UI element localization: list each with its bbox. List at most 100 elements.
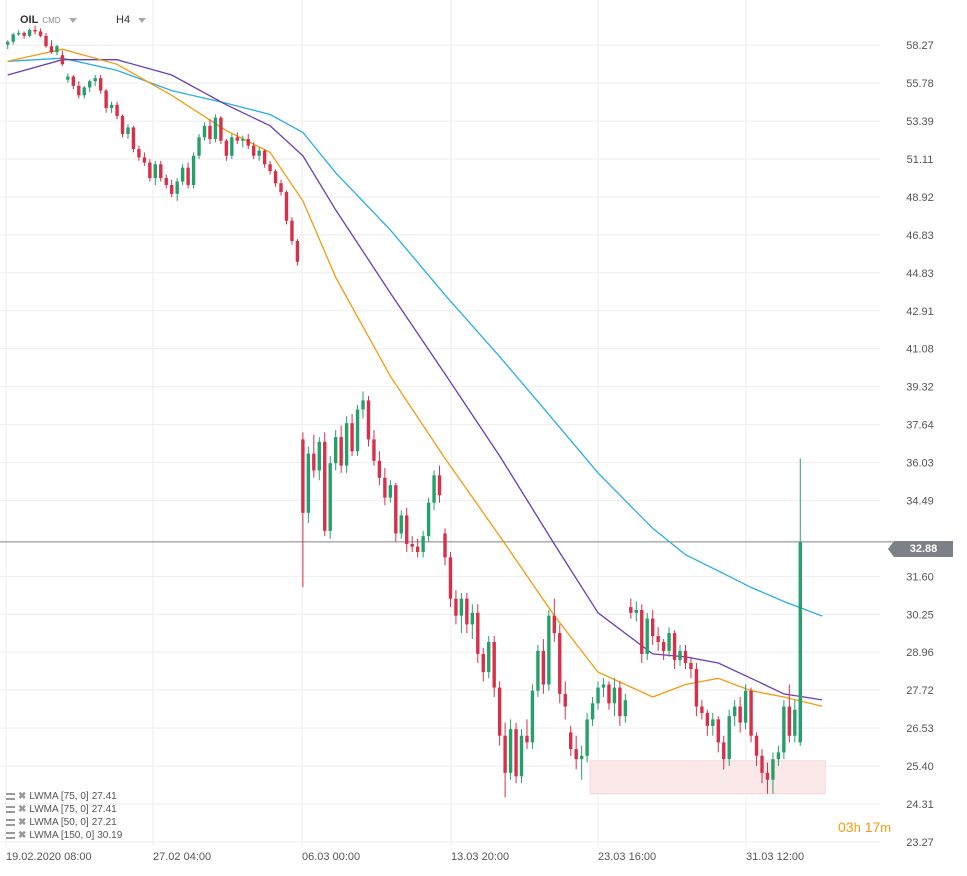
timeframe-label: H4 — [116, 14, 131, 26]
candle-body — [711, 719, 715, 726]
candle-body — [38, 31, 43, 36]
candle-body — [33, 29, 37, 32]
candle-body — [716, 719, 720, 743]
x-tick-label: 31.03 12:00 — [746, 851, 804, 863]
y-tick-label: 37.64 — [906, 420, 934, 432]
x-tick-label: 06.03 00:00 — [302, 851, 360, 863]
candle-body — [661, 641, 666, 651]
indicator-legend: ✖ LWMA [75, 0] 27.41 ✖ LWMA [75, 0] 27.41 … — [6, 790, 122, 842]
close-icon[interactable]: ✖ — [18, 817, 27, 828]
candle-body — [650, 618, 655, 637]
candle-body — [306, 453, 311, 513]
legend-item[interactable]: ✖ LWMA [150, 0] 30.19 — [6, 829, 122, 842]
candle-body — [186, 167, 190, 186]
candle-body — [722, 742, 726, 760]
candle-body — [372, 439, 376, 461]
candle-body — [339, 437, 343, 466]
candle-body — [634, 609, 638, 613]
candle-body — [16, 32, 21, 35]
candle-body — [514, 729, 518, 777]
countdown-minutes: 17 — [864, 819, 881, 835]
candle-body — [66, 76, 70, 80]
candle-body — [421, 536, 425, 552]
y-tick-label: 53.39 — [906, 116, 934, 128]
candle-body — [273, 171, 278, 184]
legend-value: 30.19 — [97, 830, 123, 841]
candle-body — [672, 633, 677, 660]
y-tick-label: 26.53 — [906, 723, 934, 735]
y-tick-label: 58.27 — [906, 40, 934, 52]
candle-body — [224, 140, 229, 156]
candle-body — [208, 125, 212, 139]
candle-body — [765, 772, 770, 780]
candle-body — [503, 735, 507, 773]
candle-body — [120, 116, 125, 135]
candle-body — [333, 437, 338, 464]
candle-body — [601, 684, 606, 688]
settings-icon[interactable] — [6, 832, 15, 839]
candle-body — [388, 485, 393, 498]
instrument-type-label: CMD — [42, 15, 61, 25]
current-price-tag: 32.88 — [888, 541, 953, 557]
candle-body — [547, 615, 551, 685]
candle-body — [180, 167, 185, 182]
timeframe-selector[interactable]: H4 — [116, 14, 147, 26]
candle-body — [683, 650, 688, 663]
candle-countdown: 03h 17m — [838, 819, 891, 835]
close-icon[interactable]: ✖ — [18, 791, 27, 802]
candle-body — [569, 732, 573, 750]
candle-body — [596, 687, 600, 704]
candle-body — [727, 716, 731, 760]
candle-body — [700, 706, 704, 713]
candle-body — [115, 104, 119, 117]
candle-body — [694, 669, 699, 707]
candle-body — [525, 735, 529, 743]
candle-body — [230, 137, 234, 156]
countdown-hours: 03 — [838, 819, 854, 835]
candle-body — [290, 220, 294, 242]
candle-body — [607, 684, 611, 704]
candle-body — [530, 690, 535, 743]
legend-item[interactable]: ✖ LWMA [75, 0] 27.41 — [6, 803, 122, 816]
legend-item[interactable]: ✖ LWMA [50, 0] 27.21 — [6, 816, 122, 829]
candle-body — [383, 477, 387, 498]
candle-body — [541, 650, 546, 685]
candle-body — [170, 185, 174, 194]
lwma-75-line — [7, 59, 823, 701]
legend-value: 27.41 — [91, 791, 117, 802]
candle-body — [11, 34, 15, 42]
candle-body — [492, 641, 496, 688]
close-icon[interactable]: ✖ — [18, 830, 27, 841]
candle-body — [454, 598, 458, 616]
candle-body — [246, 138, 250, 146]
legend-item[interactable]: ✖ LWMA [75, 0] 27.41 — [6, 790, 122, 803]
candle-body — [323, 441, 327, 531]
settings-icon[interactable] — [6, 819, 15, 826]
y-tick-label: 44.83 — [906, 268, 934, 280]
candle-body — [760, 755, 764, 773]
candle-body — [257, 150, 261, 156]
legend-value: 27.21 — [91, 817, 117, 828]
candle-body — [749, 690, 753, 736]
candle-body — [481, 653, 485, 673]
settings-icon[interactable] — [6, 793, 15, 800]
candle-body — [640, 609, 644, 654]
symbol-selector[interactable]: OIL CMD — [20, 14, 77, 26]
settings-icon[interactable] — [6, 806, 15, 813]
candle-body — [623, 700, 628, 717]
support-zone — [589, 760, 826, 795]
candle-body — [377, 460, 382, 478]
candle-body — [77, 85, 81, 96]
candle-body — [689, 662, 693, 670]
close-icon[interactable]: ✖ — [18, 804, 27, 815]
candle-body — [82, 87, 86, 96]
candle-body — [579, 755, 584, 760]
chevron-down-icon — [68, 17, 77, 23]
candle-body — [678, 650, 682, 660]
candle-body — [470, 612, 475, 625]
candle-body — [219, 117, 223, 141]
candle-body — [268, 164, 272, 172]
y-tick-label: 41.08 — [906, 344, 934, 356]
